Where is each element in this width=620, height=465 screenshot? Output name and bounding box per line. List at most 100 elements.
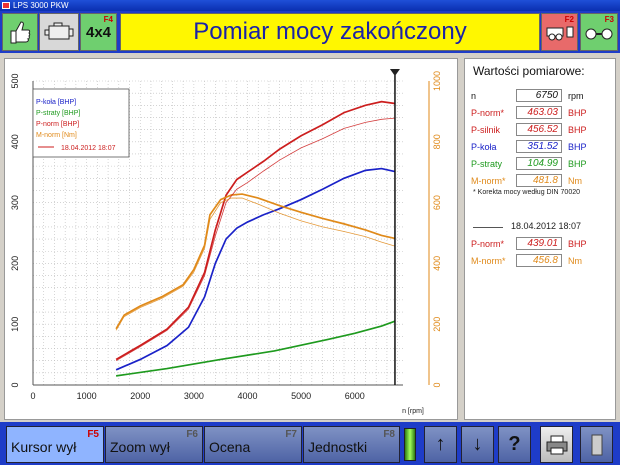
legend-item: M-norm [Nm]: [36, 132, 77, 139]
measure-label: P-straty: [471, 159, 503, 169]
y-left-tick-label: 400: [10, 134, 20, 149]
measure-row: P-straty 104.99 BHP: [471, 157, 615, 171]
measure-value: 481.8: [516, 174, 562, 187]
ocena-label: Ocena: [209, 439, 251, 455]
up-button[interactable]: ↑: [424, 426, 457, 463]
measure-row: P-koła 351.52 BHP: [471, 140, 615, 154]
cmp-unit: Nm: [568, 256, 582, 266]
fkey-f6: F6: [186, 429, 198, 440]
cmp-value: 439.01: [516, 237, 562, 250]
trailer-button[interactable]: F2: [541, 13, 578, 51]
cmp-row: M-norm* 456.8 Nm: [471, 254, 615, 268]
zoom-button[interactable]: Zoom wył F6: [105, 426, 203, 463]
legend-item: P-koła [BHP]: [36, 99, 76, 106]
series-line-3: [115, 193, 396, 330]
measure-row: n 6750 rpm: [471, 89, 615, 103]
bottom-toolbar: Kursor wył F5 Zoom wył F6 Ocena F7 Jedno…: [0, 422, 620, 465]
series-line-1: [115, 320, 396, 377]
y-left-tick-label: 200: [10, 256, 20, 271]
4x4-button[interactable]: 4x4 F4: [80, 13, 117, 51]
arrow-up-icon: ↑: [435, 433, 446, 455]
kursor-label: Kursor wył: [11, 439, 77, 455]
x-tick-label: 3000: [184, 391, 204, 401]
kursor-button[interactable]: Kursor wył F5: [6, 426, 104, 463]
y-right-tick-label: 400: [432, 256, 442, 271]
measure-value: 351.52: [516, 140, 562, 153]
measure-value: 104.99: [516, 157, 562, 170]
measure-label: M-norm*: [471, 176, 506, 186]
measure-unit: rpm: [568, 91, 584, 101]
y-left-tick-label: 0: [10, 382, 20, 387]
measure-label: n: [471, 91, 477, 101]
series-line-0: [115, 167, 396, 371]
fkey-f2: F2: [564, 15, 574, 24]
measure-unit: BHP: [568, 125, 587, 135]
cmp-row: P-norm* 439.01 BHP: [471, 237, 615, 251]
measure-row: P-silnik 456.52 BHP: [471, 123, 615, 137]
down-button[interactable]: ↓: [461, 426, 494, 463]
thumbs-up-icon: [10, 21, 31, 44]
legend-item: 18.04.2012 18:07: [61, 145, 116, 152]
y-left-tick-label: 300: [10, 195, 20, 210]
axle-icon: [585, 28, 613, 40]
fkey-f5: F5: [87, 429, 99, 440]
app-icon: [2, 2, 10, 9]
legend-box: [32, 88, 130, 158]
cmp-unit: BHP: [568, 239, 587, 249]
measure-row: P-norm* 463.03 BHP: [471, 106, 615, 120]
x-tick-label: 2000: [130, 391, 150, 401]
series-line-5: [115, 197, 396, 331]
power-chart[interactable]: 0 1000 2000 3000 4000 5000 6000 n [rpm] 0 100 200 3…: [4, 58, 458, 420]
cmp-value: 456.8: [516, 254, 562, 267]
header-bar: 4x4 F4 Pomiar mocy zakończony F2 F3: [0, 11, 620, 53]
status-led: [404, 428, 416, 461]
measure-row: M-norm* 481.8 Nm: [471, 174, 615, 188]
printer-icon: [546, 435, 567, 454]
ocena-button[interactable]: Ocena F7: [204, 426, 302, 463]
measurement-panel: Wartości pomiarowe: n 6750 rpm P-norm* 463.0…: [464, 58, 616, 420]
x-tick-label: 6000: [345, 391, 365, 401]
measure-value: 6750: [516, 89, 562, 102]
fkey-f3: F3: [604, 15, 614, 24]
legend-item: P-straty [BHP]: [36, 110, 80, 117]
y-left-tick-label: 100: [10, 317, 20, 332]
measure-value: 463.03: [516, 106, 562, 119]
trailer-icon: [546, 26, 573, 41]
measure-unit: BHP: [568, 108, 587, 118]
thumbs-up-button[interactable]: [2, 13, 38, 51]
measure-unit: BHP: [568, 142, 587, 152]
window-titlebar: LPS 3000 PKW: [0, 0, 620, 11]
din-note: * Korekta mocy według DIN 70020: [473, 189, 580, 196]
x-tick-label: 5000: [291, 391, 311, 401]
measure-unit: Nm: [568, 176, 582, 186]
y-right-tick-label: 800: [432, 134, 442, 149]
panel-title: Wartości pomiarowe:: [473, 64, 585, 78]
y-right-tick-label: 1000: [432, 71, 442, 91]
x-axis-label: n [rpm]: [402, 408, 424, 415]
cmp-label: P-norm*: [471, 239, 505, 249]
jednostki-button[interactable]: Jednostki F8: [303, 426, 400, 463]
zoom-label: Zoom wył: [110, 439, 170, 455]
engine-button[interactable]: [39, 13, 79, 51]
cursor-marker-icon: [389, 69, 400, 76]
series-line-4: [115, 117, 395, 362]
fkey-f7: F7: [285, 429, 297, 440]
legend-item: P-norm [BHP]: [36, 121, 79, 128]
device-icon: [591, 434, 602, 455]
y-left-tick-label: 500: [10, 73, 20, 88]
arrow-down-icon: ↓: [472, 433, 483, 455]
measure-label: P-norm*: [471, 108, 505, 118]
device-button[interactable]: [580, 426, 613, 463]
compare-line-sample: [473, 227, 503, 228]
cmp-label: M-norm*: [471, 256, 506, 266]
help-button[interactable]: ?: [498, 426, 531, 463]
measure-label: P-koła: [471, 142, 497, 152]
y-right-tick-label: 0: [432, 382, 442, 387]
x-tick-label: 1000: [77, 391, 97, 401]
print-button[interactable]: [540, 426, 573, 463]
measure-value: 456.52: [516, 123, 562, 136]
axle-button[interactable]: F3: [580, 13, 618, 51]
fkey-f4: F4: [103, 15, 113, 24]
y-right-tick-label: 200: [432, 317, 442, 332]
